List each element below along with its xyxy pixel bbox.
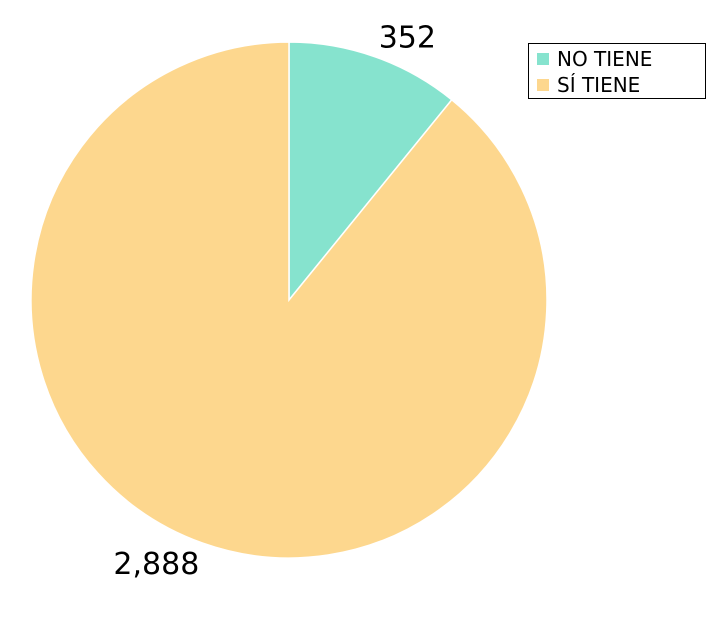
legend-item-no-tiene: NO TIENE — [537, 46, 705, 72]
legend-swatch-no-tiene — [537, 53, 549, 65]
legend-label-si-tiene: SÍ TIENE — [557, 73, 641, 97]
data-label-s-tiene: 2,888 — [113, 547, 199, 582]
legend-item-si-tiene: SÍ TIENE — [537, 72, 705, 98]
pie-data-labels: 352 2,888 — [113, 20, 436, 582]
legend-swatch-si-tiene — [537, 79, 549, 91]
data-label-no-tiene: 352 — [379, 20, 436, 55]
pie-slice-no-tiene — [288, 41, 453, 303]
pie-slices — [30, 41, 548, 559]
pie-slice-s-tiene — [30, 41, 548, 559]
legend: NO TIENE SÍ TIENE — [528, 43, 706, 99]
legend-label-no-tiene: NO TIENE — [557, 47, 653, 71]
